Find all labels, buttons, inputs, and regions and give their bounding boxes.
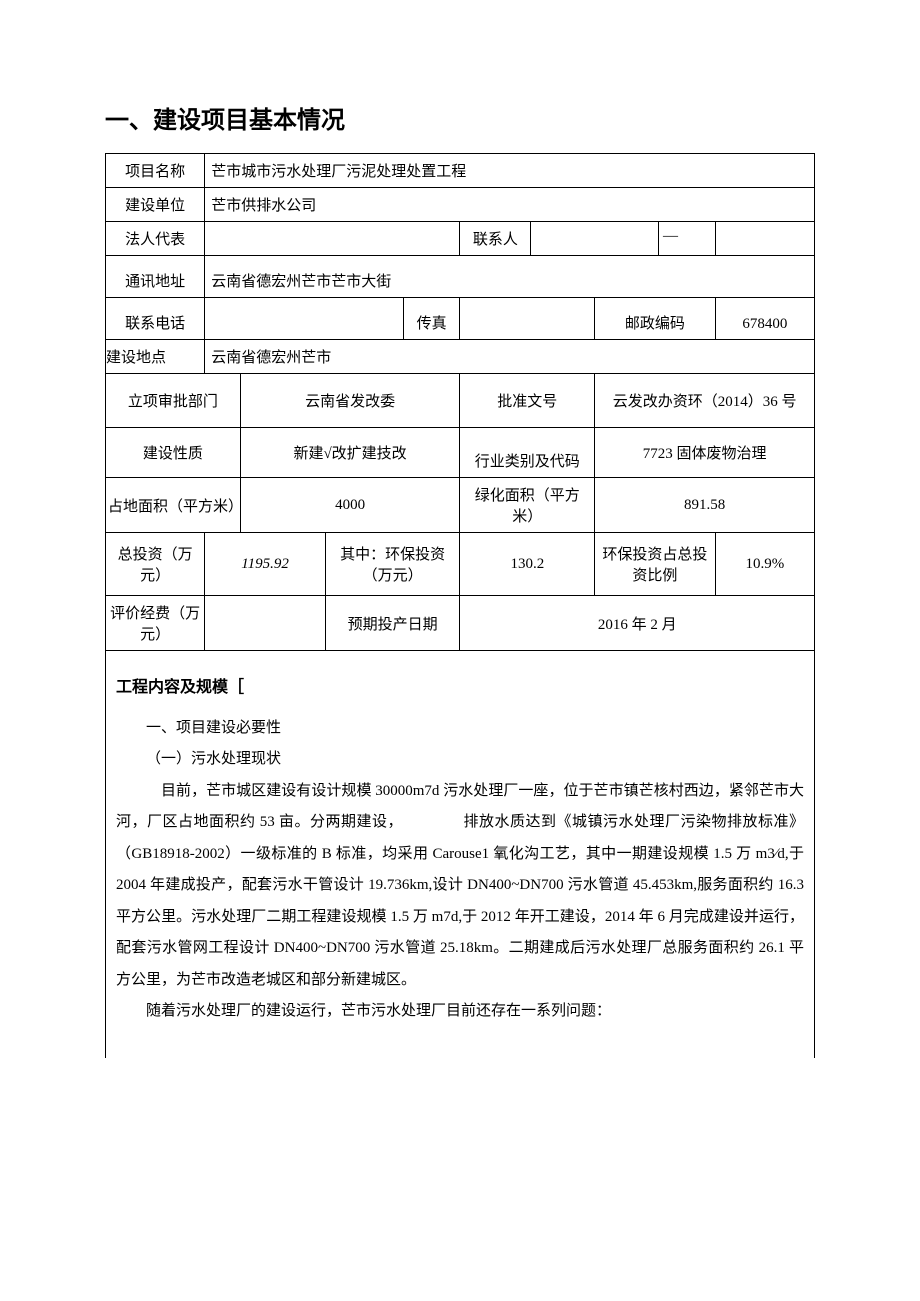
value-legal-rep [205, 222, 460, 256]
label-env-ratio: 环保投资占总投资比例 [595, 533, 716, 596]
row-builder: 建设单位 芒市供排水公司 [106, 188, 815, 222]
label-phone: 联系电话 [106, 298, 205, 340]
label-approval-dept: 立项审批部门 [106, 374, 241, 428]
section-title: 一、建设项目基本情况 [105, 100, 815, 135]
label-env-invest: 其中：环保投资（万元） [325, 533, 460, 596]
label-project-name: 项目名称 [106, 154, 205, 188]
dash-cell: — [658, 222, 715, 256]
value-prod-date: 2016 年 2 月 [460, 596, 815, 651]
label-address: 通讯地址 [106, 256, 205, 298]
value-phone [205, 298, 404, 340]
content-heading: 工程内容及规模［ [116, 671, 804, 705]
value-env-invest: 130.2 [460, 533, 595, 596]
value-build-nature: 新建√改扩建技改 [240, 428, 460, 478]
label-postcode: 邮政编码 [595, 298, 716, 340]
row-area: 占地面积（平方米） 4000 绿化面积（平方米） 891.58 [106, 478, 815, 533]
row-phone: 联系电话 传真 邮政编码 678400 [106, 298, 815, 340]
label-eval-fee: 评价经费（万元） [106, 596, 205, 651]
value-project-name: 芒市城市污水处理厂污泥处理处置工程 [205, 154, 815, 188]
empty-cell [715, 222, 814, 256]
label-location: 建设地点 [106, 340, 205, 374]
label-contact: 联系人 [460, 222, 531, 256]
paragraph-2: 随着污水处理厂的建设运行，芒市污水处理厂目前还存在一系列问题： [116, 996, 804, 1028]
row-approval: 立项审批部门 云南省发改委 批准文号 云发改办资环（2014）36 号 [106, 374, 815, 428]
row-invest: 总投资（万元） 1195.92 其中：环保投资（万元） 130.2 环保投资占总… [106, 533, 815, 596]
label-land-area: 占地面积（平方米） [106, 478, 241, 533]
value-postcode: 678400 [715, 298, 814, 340]
value-location: 云南省德宏州芒市 [205, 340, 815, 374]
row-address: 通讯地址 云南省德宏州芒市芒市大街 [106, 256, 815, 298]
label-green-area: 绿化面积（平方米） [460, 478, 595, 533]
value-eval-fee [205, 596, 326, 651]
project-info-table: 项目名称 芒市城市污水处理厂污泥处理处置工程 建设单位 芒市供排水公司 法人代表… [105, 153, 815, 651]
value-fax [460, 298, 595, 340]
label-approval-doc: 批准文号 [460, 374, 595, 428]
row-nature: 建设性质 新建√改扩建技改 行业类别及代码 7723 固体废物治理 [106, 428, 815, 478]
value-contact [531, 222, 659, 256]
row-project-name: 项目名称 芒市城市污水处理厂污泥处理处置工程 [106, 154, 815, 188]
value-builder: 芒市供排水公司 [205, 188, 815, 222]
content-box: 工程内容及规模［ 一、项目建设必要性 （一）污水处理现状 目前，芒市城区建设有设… [105, 651, 815, 1058]
value-land-area: 4000 [240, 478, 460, 533]
value-address: 云南省德宏州芒市芒市大街 [205, 256, 815, 298]
row-eval: 评价经费（万元） 预期投产日期 2016 年 2 月 [106, 596, 815, 651]
row-location: 建设地点 云南省德宏州芒市 [106, 340, 815, 374]
label-fax: 传真 [403, 298, 460, 340]
label-total-invest: 总投资（万元） [106, 533, 205, 596]
value-env-ratio: 10.9% [715, 533, 814, 596]
value-total-invest: 1195.92 [205, 533, 326, 596]
section-1-1: （一）污水处理现状 [116, 744, 804, 776]
value-approval-dept: 云南省发改委 [240, 374, 460, 428]
label-build-nature: 建设性质 [106, 428, 241, 478]
row-legal-rep: 法人代表 联系人 — [106, 222, 815, 256]
label-builder: 建设单位 [106, 188, 205, 222]
section-1: 一、项目建设必要性 [116, 713, 804, 745]
label-prod-date: 预期投产日期 [325, 596, 460, 651]
value-industry: 7723 固体废物治理 [595, 428, 815, 478]
paragraph-1: 目前，芒市城区建设有设计规模 30000m7d 污水处理厂一座，位于芒市镇芒核村… [116, 776, 804, 997]
value-approval-doc: 云发改办资环（2014）36 号 [595, 374, 815, 428]
value-green-area: 891.58 [595, 478, 815, 533]
label-legal-rep: 法人代表 [106, 222, 205, 256]
label-industry: 行业类别及代码 [460, 428, 595, 478]
